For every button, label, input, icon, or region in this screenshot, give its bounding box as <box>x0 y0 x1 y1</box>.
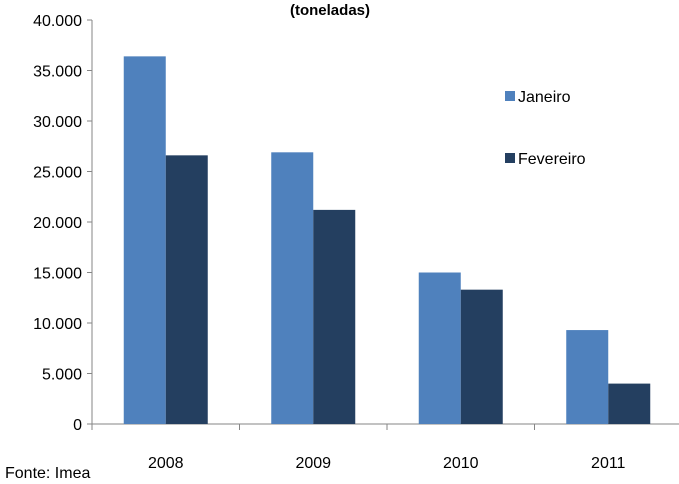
bar-janeiro-2010 <box>418 272 461 424</box>
y-ticks: 0 5.000 10.000 15.000 20.000 25.000 30.000 35.0… <box>33 13 92 434</box>
y-tick-label: 10.000 <box>33 316 82 333</box>
bar-janeiro-2011 <box>566 330 609 424</box>
y-tick-label: 25.000 <box>33 165 82 182</box>
x-ticks <box>91 424 535 430</box>
y-tick-label: 0 <box>73 417 82 434</box>
bar-janeiro-2008 <box>123 56 166 425</box>
bar-fevereiro-2011 <box>608 383 651 424</box>
bar-fevereiro-2010 <box>460 289 503 424</box>
y-tick-label: 30.000 <box>33 114 82 131</box>
bar-janeiro-2009 <box>271 152 314 424</box>
y-tick-label: 35.000 <box>33 64 82 81</box>
y-tick-label: 40.000 <box>33 13 82 30</box>
y-tick-label: 5.000 <box>42 367 82 384</box>
x-category-label: 2010 <box>443 455 479 472</box>
bar-fevereiro-2009 <box>313 209 356 424</box>
legend-label-fevereiro: Fevereiro <box>518 151 586 168</box>
legend-label-janeiro: Janeiro <box>518 89 571 106</box>
bars <box>123 56 651 425</box>
chart-title: (toneladas) <box>290 2 370 19</box>
x-category-label: 2009 <box>295 455 331 472</box>
x-category-label: 2008 <box>148 455 184 472</box>
category-labels: 2008 2009 2010 2011 <box>148 455 626 472</box>
legend: Janeiro Fevereiro <box>505 89 586 168</box>
y-tick-label: 15.000 <box>33 266 82 283</box>
source-note: Fonte: Imea <box>5 465 90 482</box>
x-category-label: 2011 <box>591 455 626 472</box>
legend-swatch-janeiro <box>505 91 515 101</box>
bar-fevereiro-2008 <box>165 155 208 424</box>
legend-swatch-fevereiro <box>505 153 515 163</box>
y-tick-label: 20.000 <box>33 215 82 232</box>
